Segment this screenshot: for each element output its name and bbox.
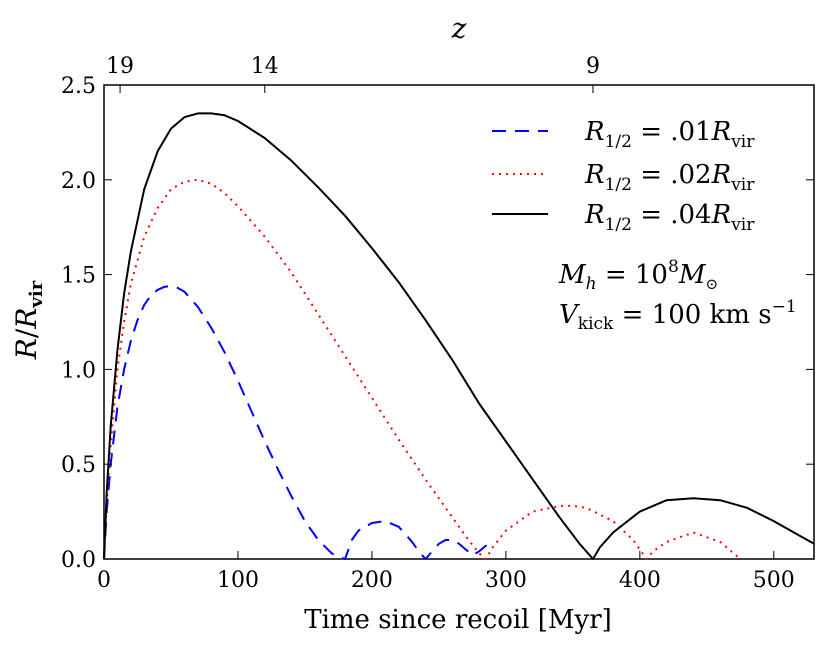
top-tick-label: 14 xyxy=(251,54,279,79)
top-axis-title: z xyxy=(451,12,467,45)
x-tick-label: 400 xyxy=(619,568,661,593)
legend: R1/2 = .01Rvir R1/2 = .02Rvir R1/2 = .04Rv… xyxy=(492,117,755,235)
svg-text:R/Rvir: R/Rvir xyxy=(10,280,47,360)
y-axis-title-sub: vir xyxy=(26,280,47,308)
x-tick-label: 0 xyxy=(97,568,111,593)
series-line-2 xyxy=(103,178,741,560)
y-tick-label: 0.5 xyxy=(61,453,96,478)
legend-label-1: R1/2 = .01Rvir xyxy=(584,117,755,152)
x-tick-label: 500 xyxy=(753,568,795,593)
x-tick-label: 100 xyxy=(217,568,259,593)
y-tick-label: 1.5 xyxy=(61,264,96,289)
series-layer xyxy=(103,112,815,560)
y-tick-label: 0.0 xyxy=(61,548,96,573)
y-axis-title: R/Rvir xyxy=(10,280,47,360)
y-axis-title-slash: / xyxy=(10,328,43,338)
plot-frame xyxy=(103,84,815,560)
top-tick-label: 9 xyxy=(586,54,600,79)
annotation-line-1: Mh = 108M⊙ xyxy=(558,257,718,294)
y-tick-label: 2.5 xyxy=(61,74,96,99)
x-tick-label: 300 xyxy=(485,568,527,593)
annotation-line-2: Vkick = 100 km s−1 xyxy=(559,297,797,334)
series-line-1 xyxy=(103,285,493,560)
top-tick-label: 19 xyxy=(106,54,134,79)
y-tick-label: 1.0 xyxy=(61,358,96,383)
tick-layer: 0 100 200 300 400 500 0.0 0.5 1.0 1.5 2.0 2.5 19 14 9 xyxy=(61,54,814,593)
y-axis-title-main-2: R xyxy=(10,308,43,330)
legend-label-2: R1/2 = .02Rvir xyxy=(584,160,755,195)
y-axis-title-main: R xyxy=(10,338,43,360)
x-axis-title: Time since recoil [Myr] xyxy=(304,605,612,635)
annotation: Mh = 108M⊙ Vkick = 100 km s−1 xyxy=(558,257,797,334)
x-tick-label: 200 xyxy=(351,568,393,593)
legend-label-3: R1/2 = .04Rvir xyxy=(584,200,755,235)
series-line-3 xyxy=(103,112,815,560)
y-tick-label: 2.0 xyxy=(61,169,96,194)
